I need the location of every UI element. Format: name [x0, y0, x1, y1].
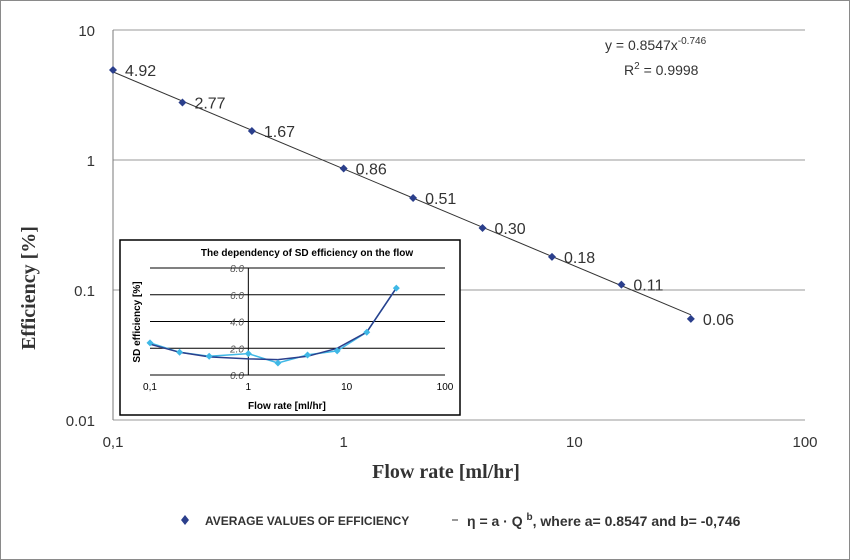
main-data-labels: 4.92 2.77 1.67 0.86 0.51 0.30 0.18 0.11 0.06: [125, 63, 734, 329]
inset-x-tick-label: 0,1: [143, 382, 157, 393]
main-data-point: [178, 98, 187, 107]
trend-equation: y = 0.8547x-0.746: [605, 36, 707, 53]
main-data-point: [109, 66, 117, 75]
inset-data-point: [363, 328, 371, 336]
inset-x-tick-label: 10: [341, 382, 353, 393]
main-data-point: [478, 223, 487, 232]
main-trendline: [112, 71, 692, 316]
legend-points-label: AVERAGE VALUES OF EFFICIENCY: [205, 514, 409, 528]
inset-x-tick-label: 100: [437, 382, 454, 393]
main-y-tick-label: 0.1: [74, 283, 95, 300]
main-x-tick-label: 100: [792, 434, 817, 451]
trend-r-squared: R2 = 0.9998: [624, 61, 699, 78]
main-x-tick-label: 0,1: [103, 434, 124, 451]
inset-data-point: [333, 347, 341, 355]
inset-title: The dependency of SD efficiency on the f…: [201, 248, 413, 259]
main-data-point: [247, 127, 256, 136]
main-y-tick-label: 10: [78, 23, 95, 40]
inset-tick-labels: 0.0 2.0 4.0 6.0 8.0 0,1 1 10 100: [143, 264, 454, 393]
main-data-label: 0.51: [425, 191, 456, 208]
r2-sup: 2: [634, 61, 640, 72]
main-x-tick-label: 1: [339, 434, 347, 451]
main-data-label: 0.11: [633, 278, 663, 295]
inset-y-tick-label: 8.0: [230, 264, 244, 275]
main-y-tick-label: 1: [87, 153, 95, 170]
main-x-axis-title: Flow rate [ml/hr]: [372, 461, 520, 483]
main-data-point: [686, 314, 695, 323]
main-data-label: 1.67: [264, 124, 295, 141]
inset-y-tick-label: 0.0: [230, 371, 244, 382]
main-data-label: 2.77: [194, 95, 225, 112]
inset-data-point: [146, 339, 154, 347]
main-data-point: [547, 252, 556, 261]
main-data-label: 0.86: [356, 162, 387, 179]
trendline-path: [112, 71, 692, 316]
legend-trend-label: η = a · Q b, where a= 0.8547 and b= -0,7…: [467, 512, 741, 529]
inset-x-axis-title: Flow rate [ml/hr]: [248, 401, 326, 412]
main-y-axis-title: Efficiency [%]: [18, 226, 40, 350]
legend-points-marker: [181, 515, 189, 525]
main-data-label: 0.06: [703, 312, 734, 329]
main-data-point: [409, 194, 418, 203]
main-data-point: [339, 164, 348, 173]
trend-equation-exponent: -0.746: [678, 36, 707, 47]
inset-data-point: [304, 351, 312, 359]
main-data-label: 0.30: [495, 221, 526, 238]
inset-y-axis-title: SD efficiency [%]: [132, 281, 143, 362]
inset-data-point: [244, 350, 252, 358]
inset-x-tick-label: 1: [246, 382, 252, 393]
inset-y-tick-label: 2.0: [229, 344, 244, 355]
inset-data-point: [176, 348, 184, 356]
inset-series: [146, 284, 400, 367]
r2-base: R: [624, 62, 634, 78]
main-y-tick-label: 0.01: [66, 413, 95, 430]
legend-trend-sup: b: [527, 512, 533, 523]
legend: AVERAGE VALUES OF EFFICIENCY η = a · Q b…: [181, 512, 741, 529]
main-data-points: [109, 66, 695, 323]
main-data-label: 0.18: [564, 250, 595, 267]
inset-data-point: [392, 284, 400, 292]
inset-data-point: [274, 359, 282, 367]
r2-value: = 0.9998: [640, 62, 699, 78]
inset-y-tick-label: 4.0: [230, 318, 244, 329]
inset-box: [119, 239, 461, 416]
trend-equation-base: y = 0.8547x: [605, 37, 678, 53]
legend-trend-suffix: , where a= 0.8547 and b= -0,746: [533, 513, 741, 529]
main-x-tick-label: 10: [566, 434, 583, 451]
inset-data-point: [205, 352, 213, 360]
main-data-label: 4.92: [125, 63, 156, 80]
legend-trend-prefix: η = a · Q: [467, 513, 527, 529]
inset-y-tick-label: 6.0: [230, 291, 244, 302]
main-data-point: [617, 280, 626, 289]
